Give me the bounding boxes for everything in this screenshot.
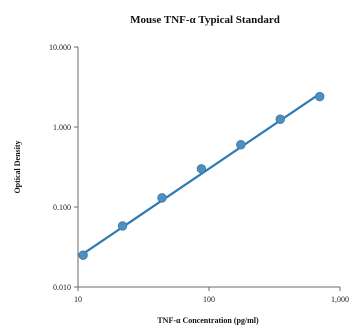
y-tick-label: 10.000	[49, 43, 71, 52]
data-point	[236, 140, 246, 150]
y-ticks: 0.010 0.100 1.000 10.000	[49, 43, 78, 292]
data-point	[275, 114, 285, 124]
x-tick-label: 1,000	[331, 295, 349, 304]
x-tick-label: 10	[74, 295, 82, 304]
data-points	[78, 91, 325, 260]
x-tick-label: 100	[203, 295, 215, 304]
y-axis-label: Optical Density	[13, 140, 22, 193]
y-tick-label: 0.100	[53, 203, 71, 212]
x-axis-label: TNF-α Concentration (pg/ml)	[157, 316, 259, 325]
data-point	[78, 250, 88, 260]
data-point	[196, 164, 207, 174]
axes	[77, 47, 340, 288]
chart-title: Mouse TNF-α Typical Standard	[130, 14, 280, 26]
y-tick-label: 1.000	[53, 123, 71, 132]
x-ticks: 10 100 1,000	[74, 287, 349, 304]
y-tick-label: 0.010	[53, 283, 71, 292]
data-point	[117, 221, 128, 231]
data-point	[157, 193, 167, 203]
data-point	[315, 91, 325, 102]
